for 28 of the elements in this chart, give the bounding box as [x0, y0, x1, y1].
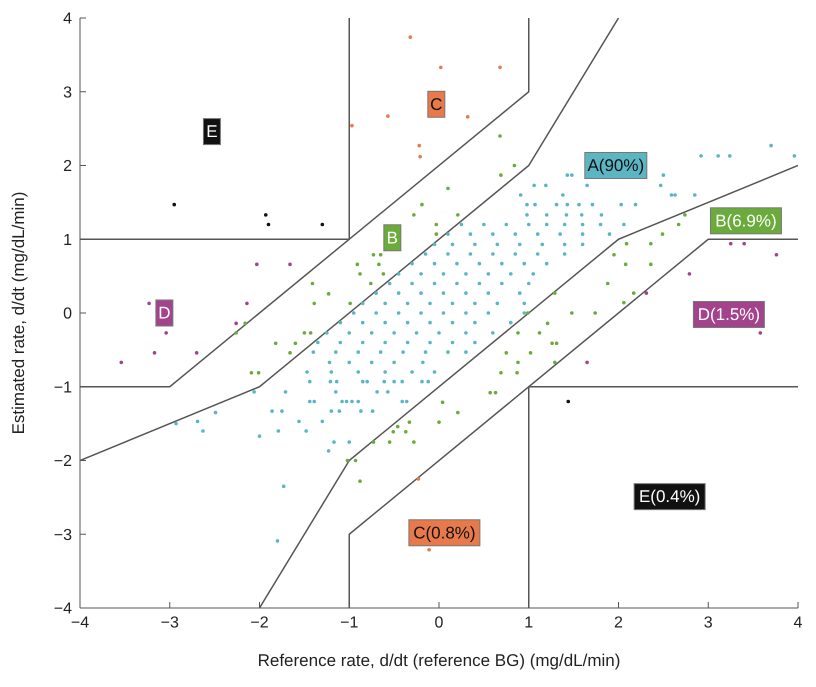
annotation: E — [206, 122, 218, 142]
y-tick-label: −1 — [54, 379, 72, 396]
annotation: B — [386, 228, 398, 248]
y-axis-title: Estimated rate, d/dt (mg/dL/min) — [9, 192, 28, 434]
y-tick-label: 1 — [63, 232, 72, 249]
y-tick-label: 0 — [63, 306, 72, 323]
x-tick-label: 1 — [524, 614, 534, 632]
annotation: E(0.4%) — [638, 487, 700, 506]
annotation: D — [158, 304, 171, 322]
annotation: A(90%) — [587, 156, 644, 175]
x-tick-label: 0 — [434, 614, 444, 632]
annotation: C — [430, 94, 442, 114]
x-tick-label: 3 — [704, 614, 713, 632]
y-tick-label: 2 — [63, 158, 72, 176]
y-tick-label: −2 — [54, 453, 72, 470]
x-tick-label: 2 — [614, 614, 624, 632]
annotation: D(1.5%) — [698, 304, 760, 324]
x-tick-label: −3 — [160, 614, 179, 632]
y-tick-label: 3 — [63, 84, 72, 102]
y-tick-label: −4 — [54, 600, 72, 618]
x-tick-label: −1 — [340, 614, 358, 632]
y-tick-label: 4 — [63, 10, 72, 28]
annotation: C(0.8%) — [413, 523, 476, 542]
x-tick-label: −2 — [250, 614, 269, 632]
x-axis-title: Reference rate, d/dt (reference BG) (mg/dL/min) — [258, 651, 620, 670]
y-tick-label: −3 — [54, 526, 72, 544]
annotation: B(6.9%) — [715, 211, 777, 230]
x-tick-label: 4 — [794, 614, 803, 632]
